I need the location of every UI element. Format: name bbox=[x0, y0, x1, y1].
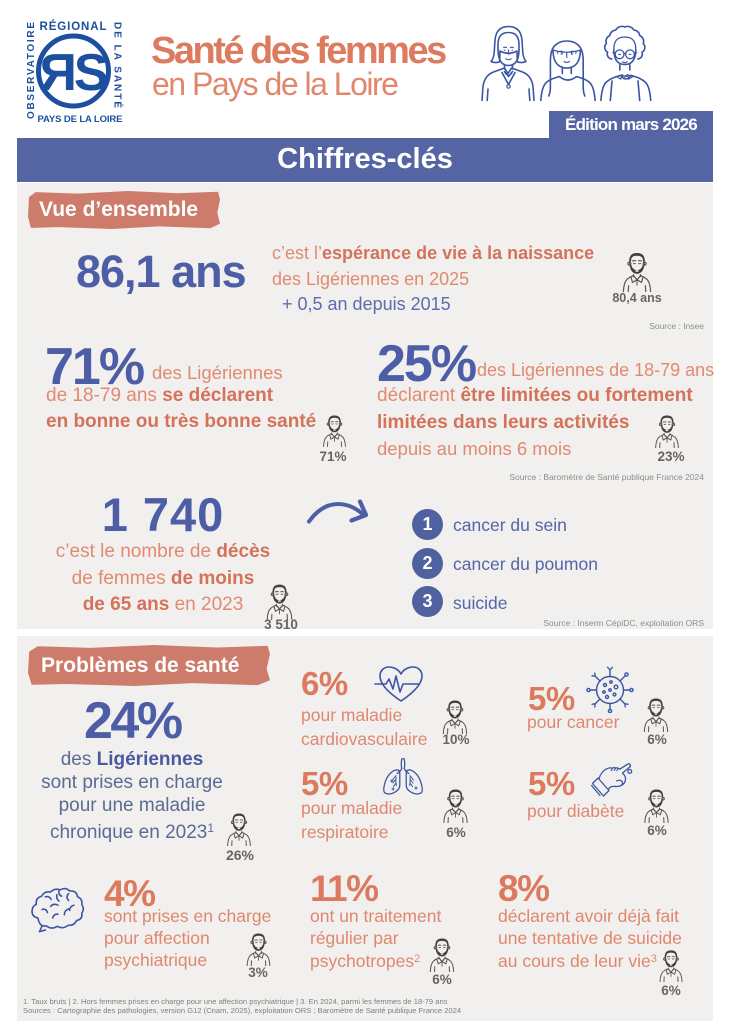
svg-text:OBSERVATOIRE: OBSERVATOIRE bbox=[26, 22, 37, 119]
svg-text:ЯS: ЯS bbox=[39, 44, 106, 102]
svg-text:DE LA SANTÉ: DE LA SANTÉ bbox=[112, 22, 125, 108]
svg-text:RÉGIONAL: RÉGIONAL bbox=[40, 20, 107, 33]
svg-text:PAYS DE LA LOIRE: PAYS DE LA LOIRE bbox=[38, 114, 123, 125]
